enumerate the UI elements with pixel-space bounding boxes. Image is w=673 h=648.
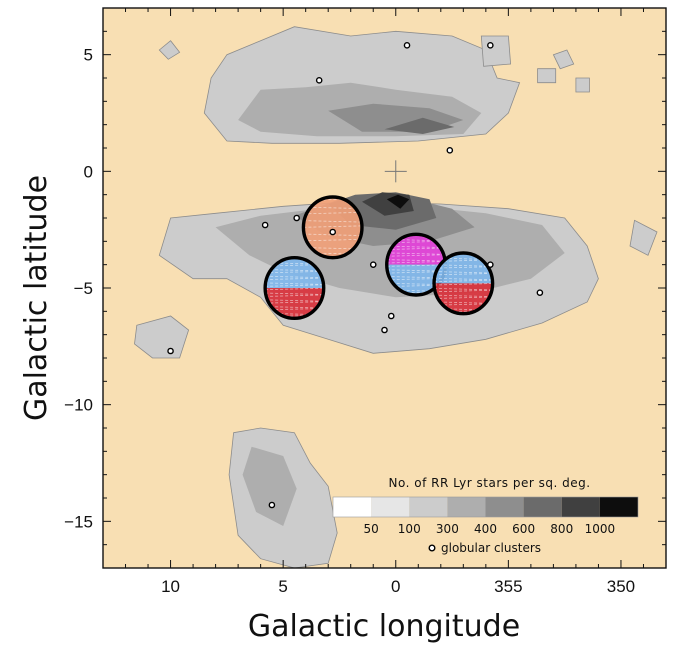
x-tick-label: 0 (391, 577, 400, 596)
globular-cluster-marker (387, 312, 395, 320)
legend-swatch (371, 497, 410, 517)
legend-swatch (333, 497, 372, 517)
density-region-east-isolated (629, 219, 658, 256)
x-tick-label: 350 (607, 577, 635, 596)
legend-level-label: 800 (550, 522, 573, 536)
y-tick-label: −15 (64, 512, 93, 531)
legend-level-label: 100 (398, 522, 421, 536)
legend-swatch (485, 497, 524, 517)
y-tick-label: −10 (64, 396, 93, 415)
field-orange-band (303, 197, 362, 258)
legend-cluster-label: globular clusters (441, 541, 541, 555)
globular-cluster-markers (167, 42, 544, 509)
globular-cluster-marker (487, 261, 494, 268)
globular-cluster-marker (369, 261, 377, 268)
y-tick-label: 0 (84, 162, 93, 181)
field-orange-outline (301, 195, 364, 260)
globular-cluster-marker (261, 221, 269, 229)
legend-swatch (599, 497, 638, 517)
legend-swatch (447, 497, 486, 517)
legend-swatch (561, 497, 600, 517)
legend-level-label: 600 (512, 522, 535, 536)
legend-level-label: 1000 (585, 522, 616, 536)
density-region-northern-isolated-5 (575, 77, 590, 93)
globular-cluster-marker (293, 214, 300, 222)
density-region-northern-isolated-4 (552, 49, 575, 70)
globular-cluster-marker (315, 77, 323, 84)
field-orange-fill (303, 197, 362, 258)
density-region-far-south-inner (242, 446, 297, 526)
galactic-center-marker (384, 160, 407, 183)
legend-swatch (523, 497, 562, 517)
survey-fields (263, 195, 495, 321)
field-blue-red-west-outline (263, 255, 326, 321)
legend-swatch (409, 497, 448, 517)
density-region-northern-isolated-1 (158, 40, 181, 60)
globular-cluster-marker (167, 347, 174, 355)
density-region-northern-isolated-3 (537, 68, 557, 84)
globular-cluster-marker (487, 42, 494, 49)
globular-cluster-marker (536, 289, 544, 296)
x-tick-label: 355 (494, 577, 522, 596)
density-region-south-peak (386, 194, 410, 209)
legend-level-label: 400 (474, 522, 497, 536)
x-axis-title: Galactic longitude (248, 609, 520, 644)
density-region-north-core (384, 117, 455, 134)
globular-cluster-marker (329, 228, 337, 236)
legend-bar-frame (332, 496, 639, 518)
legend-cluster-marker (428, 544, 436, 552)
density-region-northern-isolated-2 (480, 35, 512, 67)
x-tick-label: 5 (278, 577, 287, 596)
legend-title: No. of RR Lyr stars per sq. deg. (388, 476, 590, 490)
globular-cluster-marker (403, 42, 411, 49)
y-tick-label: 5 (84, 46, 93, 65)
x-tick-label: 10 (161, 577, 180, 596)
globular-cluster-marker (381, 326, 388, 334)
field-blue-red-east-outline (432, 251, 495, 316)
density-region-southwest-isolated (134, 315, 190, 359)
globular-cluster-marker (446, 147, 454, 154)
globular-cluster-marker (268, 501, 276, 509)
y-tick-label: −5 (74, 279, 93, 298)
legend-level-label: 50 (363, 522, 378, 536)
legend-level-label: 300 (436, 522, 459, 536)
y-axis-title: Galactic latitude (19, 175, 54, 421)
legend: No. of RR Lyr stars per sq. deg. 50 100 300… (332, 476, 639, 555)
